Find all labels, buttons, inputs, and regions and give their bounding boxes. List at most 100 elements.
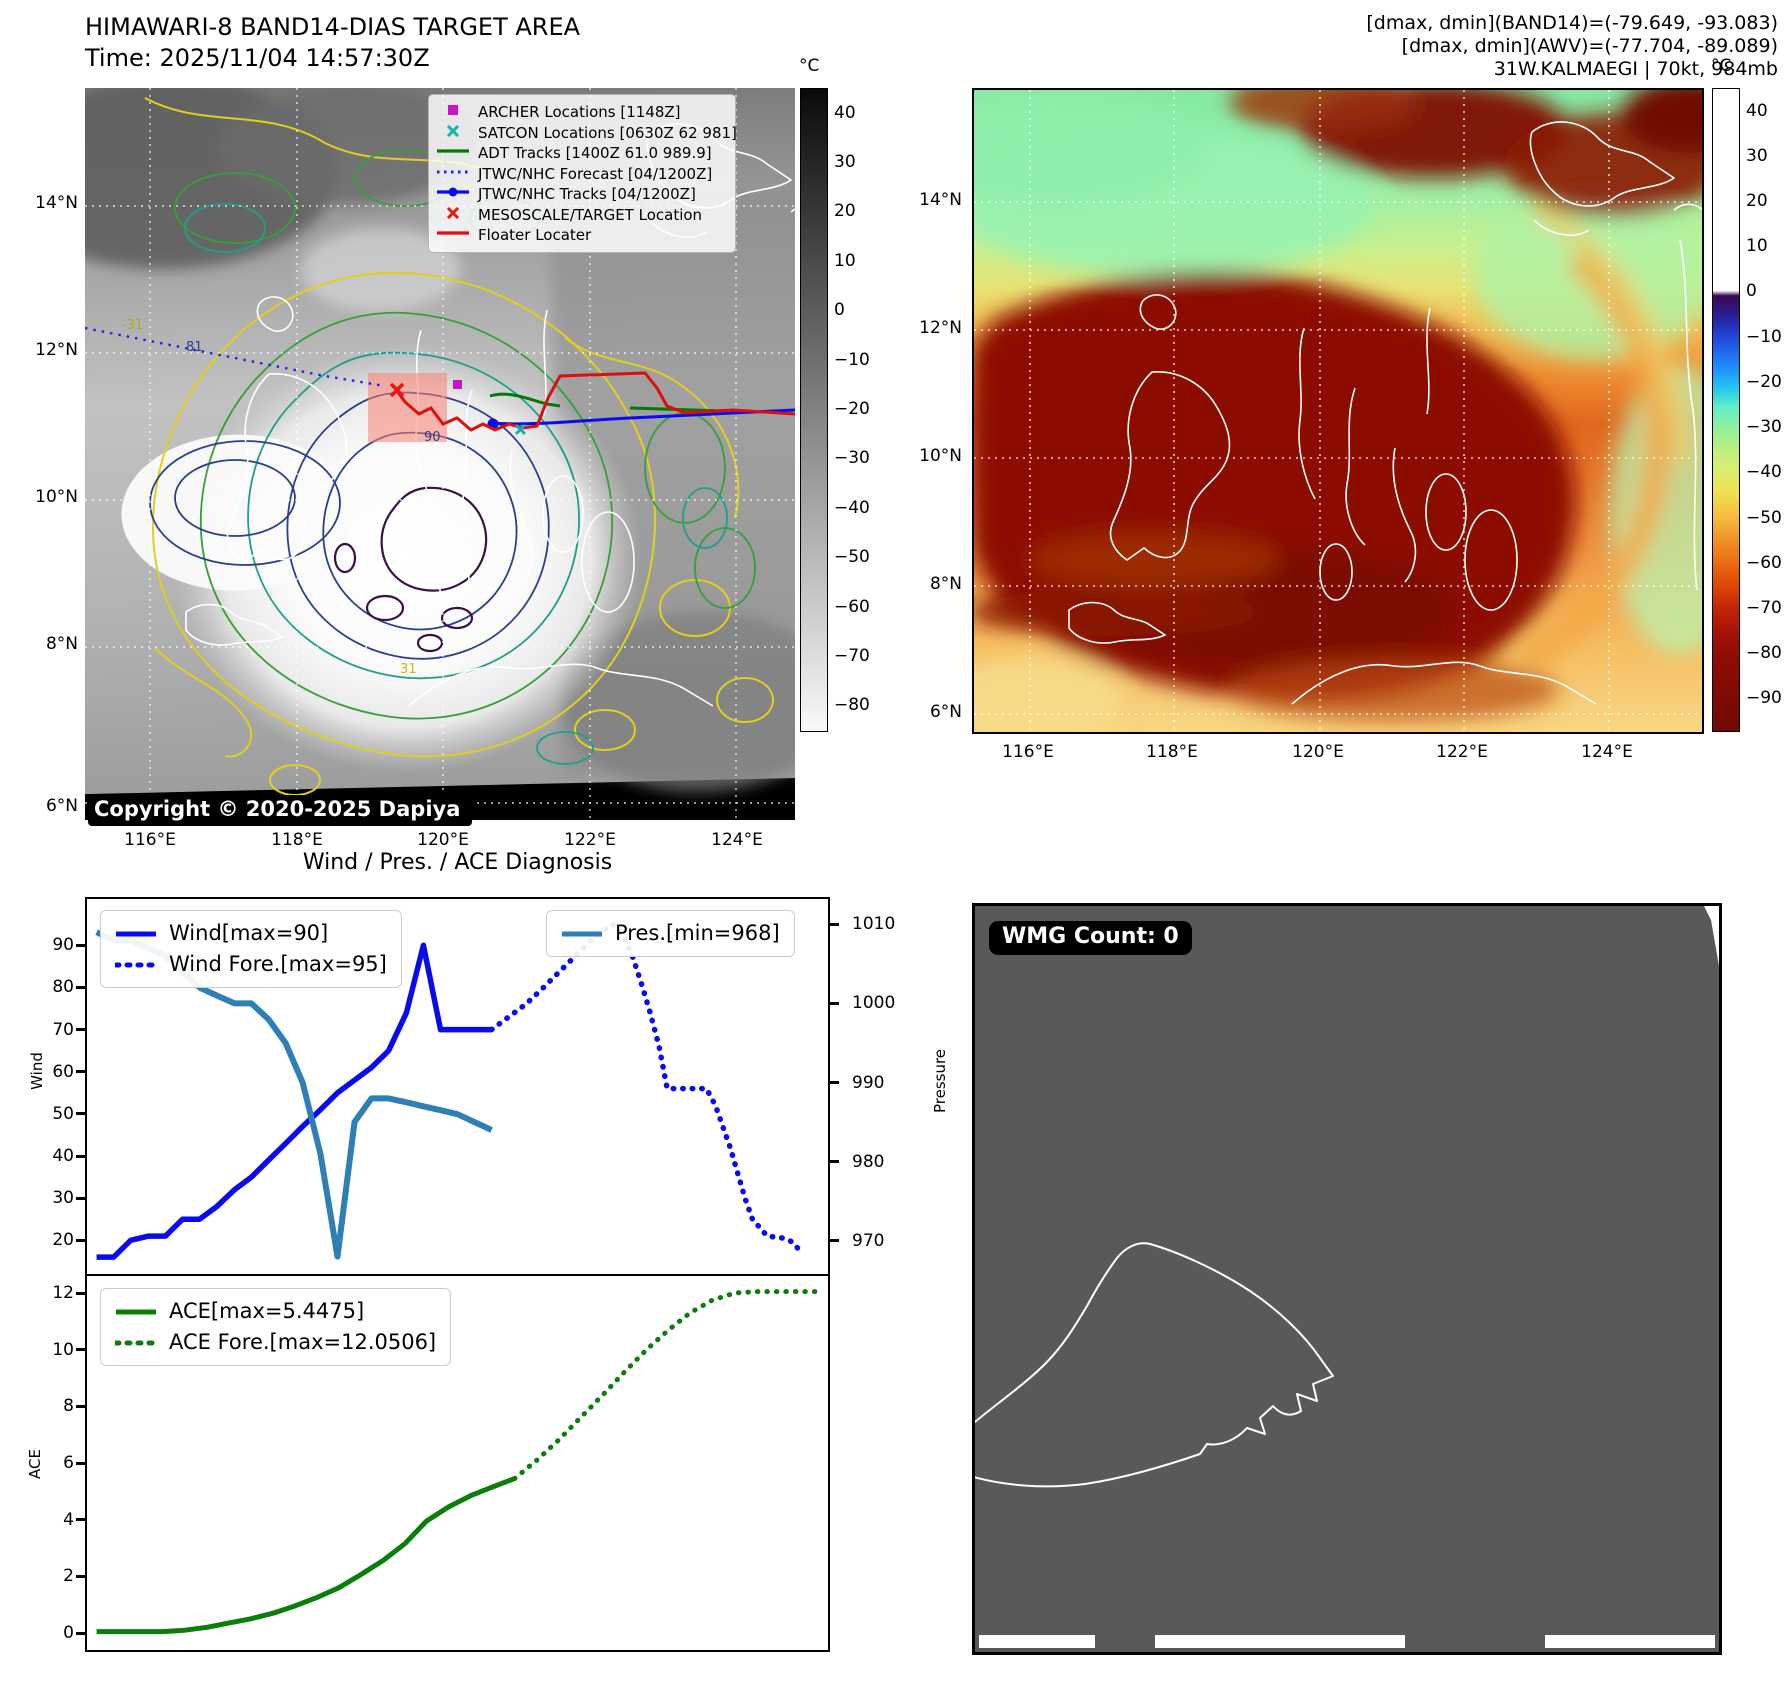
right-map-lat-label: 6°N: [902, 702, 962, 722]
map-legend: ARCHER Locations [1148Z]SATCON Locations…: [428, 94, 736, 253]
archer-location-marker: [453, 380, 462, 389]
wind-tick-label: 30: [22, 1188, 74, 1208]
wind-tick-label: 50: [22, 1104, 74, 1124]
chart-legend-label: Wind Fore.[max=95]: [169, 949, 387, 980]
tick-mark: [830, 1081, 839, 1084]
dotted-line-legend-icon: [115, 1338, 157, 1348]
map-legend-label: MESOSCALE/TARGET Location: [478, 205, 702, 226]
line-legend-icon: [435, 225, 471, 246]
left-map-lon-label: 124°E: [702, 830, 772, 850]
map-legend-label: ARCHER Locations [1148Z]: [478, 102, 681, 123]
band14-colorbar-tick: −10: [834, 350, 870, 370]
wmg-panel: WMG Count: 0: [972, 903, 1722, 1655]
line-legend-icon: [435, 143, 471, 164]
ace-tick-label: 12: [22, 1283, 74, 1303]
tick-mark: [76, 1405, 85, 1408]
wmg-bottom-strip: [979, 1635, 1715, 1648]
tick-mark: [76, 944, 85, 947]
awv-colorbar-tick: −80: [1746, 643, 1782, 663]
tick-mark: [830, 1160, 839, 1163]
ace-tick-label: 4: [22, 1510, 74, 1530]
band14-colorbar-tick: −80: [834, 695, 870, 715]
cyclone-dashboard: HIMAWARI-8 BAND14-DIAS TARGET AREA Time:…: [0, 0, 1788, 1690]
pressure-legend: Pres.[min=968]: [546, 910, 795, 957]
series-wind-fore-max-95-: [492, 924, 802, 1253]
chart-legend-item: Wind Fore.[max=95]: [115, 949, 387, 980]
map-legend-label: JTWC/NHC Tracks [04/1200Z]: [478, 184, 696, 205]
map-legend-item: JTWC/NHC Tracks [04/1200Z]: [435, 184, 727, 205]
left-map-lat-label: 6°N: [18, 796, 78, 816]
ace-legend: ACE[max=5.4475]ACE Fore.[max=12.0506]: [100, 1288, 451, 1366]
pressure-axis-title: Pressure: [931, 1049, 949, 1113]
wmg-count-badge: WMG Count: 0: [989, 921, 1192, 955]
dmax-dmin-awv: [dmax, dmin](AWV)=(-77.704, -89.089): [1366, 35, 1778, 58]
chart-legend-label: Wind[max=90]: [169, 918, 328, 949]
contour-label: 81: [186, 338, 203, 358]
wind-tick-label: 20: [22, 1230, 74, 1250]
chart-legend-item: Wind[max=90]: [115, 918, 387, 949]
tick-mark: [76, 1462, 85, 1465]
tick-mark: [76, 1112, 85, 1115]
awv-colorbar-tick: 20: [1746, 191, 1768, 211]
awv-colorbar-tick: 10: [1746, 236, 1768, 256]
right-map-lon-label: 120°E: [1283, 742, 1353, 762]
chart-legend-item: ACE Fore.[max=12.0506]: [115, 1327, 436, 1358]
tick-mark: [76, 1292, 85, 1295]
left-map-lat-label: 12°N: [18, 340, 78, 360]
dotted-line-legend-icon: [115, 960, 157, 970]
map-legend-label: Floater Locater: [478, 225, 591, 246]
awv-colorbar-tick: 0: [1746, 281, 1757, 301]
ace-tick-label: 0: [22, 1623, 74, 1643]
dotted-legend-icon: [435, 164, 471, 185]
ace-tick-label: 8: [22, 1396, 74, 1416]
pressure-tick-label: 990: [852, 1073, 912, 1093]
wind-tick-label: 80: [22, 977, 74, 997]
chart-legend-label: ACE Fore.[max=12.0506]: [169, 1327, 436, 1358]
left-map-lon-label: 122°E: [555, 830, 625, 850]
band14-colorbar-tick: −20: [834, 399, 870, 419]
map-legend-item: ADT Tracks [1400Z 61.0 989.9]: [435, 143, 727, 164]
map-legend-item: SATCON Locations [0630Z 62 981]: [435, 123, 727, 144]
tick-mark: [76, 986, 85, 989]
page-title-line1: HIMAWARI-8 BAND14-DIAS TARGET AREA: [85, 12, 580, 43]
series-wind-max-90-: [97, 945, 492, 1257]
copyright-badge: Copyright © 2020-2025 Dapiya: [88, 795, 472, 826]
awv-colorbar-tick: 30: [1746, 146, 1768, 166]
chart-legend-item: ACE[max=5.4475]: [115, 1296, 436, 1327]
band14-colorbar-tick: −30: [834, 448, 870, 468]
tick-mark: [76, 1518, 85, 1521]
ace-tick-label: 10: [22, 1340, 74, 1360]
band14-colorbar-tick: 30: [834, 152, 856, 172]
map-legend-item: ARCHER Locations [1148Z]: [435, 102, 727, 123]
tick-mark: [76, 1632, 85, 1635]
x-legend-icon: [435, 123, 471, 144]
pressure-tick-label: 1000: [852, 993, 912, 1013]
ace-axis-title: ACE: [26, 1449, 44, 1479]
series-ace-fore-max-12-0506-: [515, 1292, 823, 1479]
map-legend-label: SATCON Locations [0630Z 62 981]: [478, 123, 737, 144]
left-map-lon-label: 120°E: [408, 830, 478, 850]
awv-colorbar-tick: 40: [1746, 101, 1768, 121]
wind-legend: Wind[max=90]Wind Fore.[max=95]: [100, 910, 402, 988]
chart-legend-item: Pres.[min=968]: [561, 918, 780, 949]
awv-colorbar-unit: °C: [1711, 56, 1731, 76]
tick-mark: [76, 1155, 85, 1158]
right-map-lon-label: 116°E: [993, 742, 1063, 762]
awv-colorbar-tick: −90: [1746, 688, 1782, 708]
right-map-lon-label: 124°E: [1572, 742, 1642, 762]
band14-colorbar-tick: 0: [834, 300, 845, 320]
band14-colorbar-unit: °C: [799, 56, 819, 76]
right-map-lat-label: 14°N: [902, 190, 962, 210]
ace-tick-label: 2: [22, 1566, 74, 1586]
wmg-corner-sliver: [1704, 906, 1719, 966]
tick-mark: [76, 1028, 85, 1031]
right-map-lon-label: 118°E: [1137, 742, 1207, 762]
map-legend-label: JTWC/NHC Forecast [04/1200Z]: [478, 164, 712, 185]
right-map-lat-label: 10°N: [902, 446, 962, 466]
pressure-tick-label: 1010: [852, 914, 912, 934]
band14-colorbar-tick: 10: [834, 251, 856, 271]
wind-tick-label: 70: [22, 1020, 74, 1040]
awv-colorbar-tick: −20: [1746, 372, 1782, 392]
band14-colorbar-tick: 40: [834, 103, 856, 123]
band14-colorbar-tick: −70: [834, 646, 870, 666]
